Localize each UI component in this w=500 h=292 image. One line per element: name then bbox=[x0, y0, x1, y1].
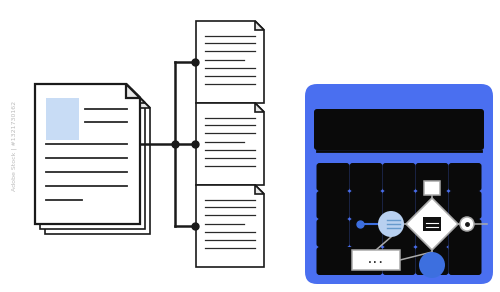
Polygon shape bbox=[255, 185, 264, 194]
Polygon shape bbox=[136, 94, 150, 108]
Polygon shape bbox=[196, 21, 264, 103]
Circle shape bbox=[460, 217, 474, 231]
FancyBboxPatch shape bbox=[448, 219, 482, 275]
Bar bbox=[423, 217, 441, 231]
FancyBboxPatch shape bbox=[316, 219, 350, 247]
Polygon shape bbox=[255, 21, 264, 30]
Polygon shape bbox=[45, 94, 150, 234]
FancyBboxPatch shape bbox=[316, 191, 350, 219]
FancyBboxPatch shape bbox=[305, 84, 493, 284]
FancyBboxPatch shape bbox=[316, 247, 382, 275]
Bar bbox=[424, 181, 440, 195]
FancyBboxPatch shape bbox=[350, 219, 382, 247]
Polygon shape bbox=[40, 89, 145, 229]
Polygon shape bbox=[255, 103, 264, 112]
FancyBboxPatch shape bbox=[382, 247, 416, 275]
FancyBboxPatch shape bbox=[416, 219, 448, 247]
FancyBboxPatch shape bbox=[350, 163, 382, 191]
FancyBboxPatch shape bbox=[416, 163, 448, 191]
Text: Adobe Stock | #1321730162: Adobe Stock | #1321730162 bbox=[11, 101, 17, 191]
FancyBboxPatch shape bbox=[350, 191, 382, 219]
Polygon shape bbox=[196, 185, 264, 267]
FancyBboxPatch shape bbox=[416, 191, 448, 219]
FancyBboxPatch shape bbox=[382, 219, 416, 247]
Bar bbox=[352, 250, 400, 270]
Polygon shape bbox=[35, 84, 140, 224]
FancyBboxPatch shape bbox=[382, 191, 416, 219]
Polygon shape bbox=[196, 103, 264, 185]
Bar bbox=[46, 98, 79, 140]
Text: ...: ... bbox=[367, 255, 385, 265]
FancyBboxPatch shape bbox=[416, 247, 448, 275]
FancyBboxPatch shape bbox=[316, 163, 350, 191]
Polygon shape bbox=[132, 89, 145, 103]
Polygon shape bbox=[126, 84, 140, 98]
FancyBboxPatch shape bbox=[448, 163, 482, 191]
FancyBboxPatch shape bbox=[382, 163, 416, 191]
Polygon shape bbox=[406, 198, 458, 250]
FancyBboxPatch shape bbox=[448, 191, 482, 219]
FancyBboxPatch shape bbox=[314, 109, 484, 150]
Circle shape bbox=[378, 211, 404, 237]
Circle shape bbox=[419, 252, 445, 278]
